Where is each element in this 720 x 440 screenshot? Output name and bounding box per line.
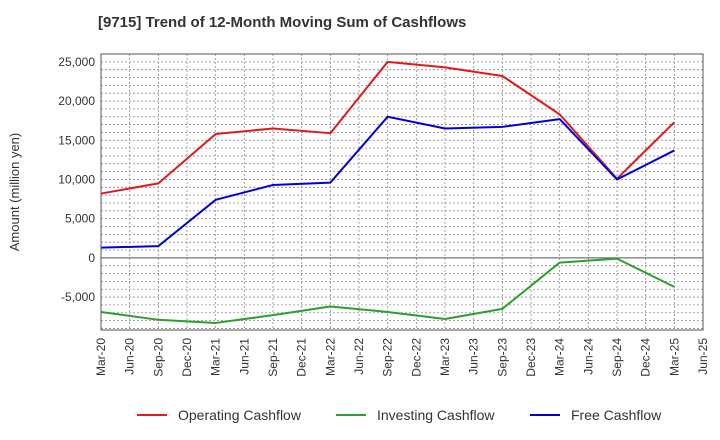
series-line-free-cashflow — [100, 115, 675, 249]
x-tick-label: Mar-23 — [438, 338, 452, 376]
x-tick-labels: Mar-20 Jun-20 Sep-20 Dec-20 Mar-21 Jun-21 Sep-… — [94, 338, 710, 377]
x-tick-label: Sep-22 — [381, 338, 395, 377]
legend-label-investing-cashflow: Investing Cashflow — [377, 407, 495, 423]
x-tick-label: Jun-20 — [123, 338, 137, 375]
x-tick-label: Jun-21 — [237, 338, 251, 375]
y-tick-label: 10,000 — [58, 172, 95, 186]
plot-frame — [100, 53, 704, 331]
x-tick-label: Sep-20 — [151, 338, 165, 377]
y-axis-label: Amount (million yen) — [7, 133, 22, 252]
x-tick-label: Mar-22 — [323, 338, 337, 376]
grid-layer — [101, 54, 703, 330]
x-tick-label: Dec-21 — [295, 338, 309, 377]
x-tick-label: Dec-22 — [409, 338, 423, 377]
x-tick-label: Dec-24 — [639, 338, 653, 377]
legend: Operating Cashflow Investing Cashflow Free… — [137, 407, 662, 423]
y-tick-label: 0 — [88, 251, 95, 265]
legend-label-free-cashflow: Free Cashflow — [571, 407, 662, 423]
x-tick-label: Sep-21 — [266, 338, 280, 377]
y-tick-label: 20,000 — [58, 94, 95, 108]
x-tick-label: Mar-20 — [94, 338, 108, 376]
x-tick-label: Mar-21 — [209, 338, 223, 376]
x-tick-label: Dec-23 — [524, 338, 538, 377]
x-tick-label: Jun-24 — [581, 338, 595, 375]
y-tick-labels: 25,000 20,000 15,000 10,000 5,000 0 -5,000 — [58, 55, 95, 304]
x-tick-label: Jun-22 — [352, 338, 366, 375]
y-tick-label: -5,000 — [61, 290, 95, 304]
chart-title: [9715] Trend of 12-Month Moving Sum of C… — [98, 14, 467, 31]
y-tick-label: 5,000 — [65, 212, 95, 226]
x-tick-label: Sep-23 — [495, 338, 509, 377]
y-tick-label: 15,000 — [58, 133, 95, 147]
series-line-operating-cashflow — [100, 60, 676, 195]
x-tick-label: Dec-20 — [180, 338, 194, 377]
x-tick-label: Jun-25 — [696, 338, 710, 375]
series-layer — [100, 60, 676, 324]
x-tick-label: Sep-24 — [610, 338, 624, 377]
series-line-investing-cashflow — [100, 257, 675, 324]
x-tick-label: Mar-25 — [667, 338, 681, 376]
y-tick-label: 25,000 — [58, 55, 95, 69]
x-tick-label: Mar-24 — [553, 338, 567, 376]
legend-label-operating-cashflow: Operating Cashflow — [178, 407, 302, 423]
x-tick-label: Jun-23 — [467, 338, 481, 375]
